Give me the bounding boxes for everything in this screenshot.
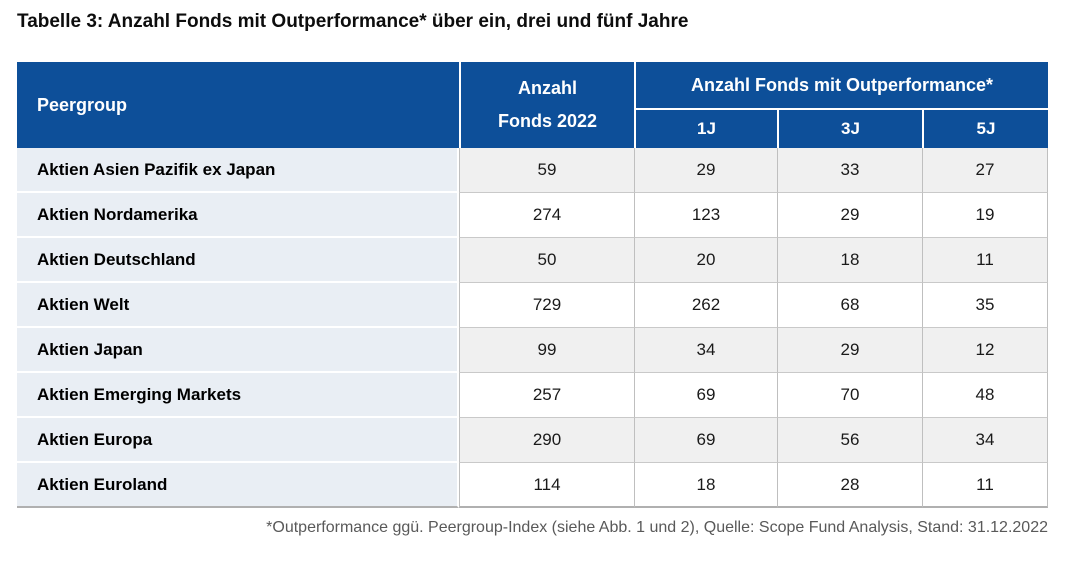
anzahl-fonds-value: 274 (459, 193, 634, 238)
outperformance-5j-value: 11 (922, 463, 1048, 508)
table-row: Aktien Emerging Markets 257 69 70 48 (17, 373, 1048, 418)
peergroup-label: Aktien Emerging Markets (17, 373, 459, 418)
anzahl-fonds-value: 290 (459, 418, 634, 463)
table-body: Aktien Asien Pazifik ex Japan 59 29 33 2… (17, 148, 1048, 508)
col-header-1j: 1J (634, 110, 777, 148)
outperformance-3j-value: 18 (777, 238, 922, 283)
table-row: Aktien Welt 729 262 68 35 (17, 283, 1048, 328)
peergroup-label: Aktien Euroland (17, 463, 459, 508)
peergroup-label: Aktien Nordamerika (17, 193, 459, 238)
table-row: Aktien Nordamerika 274 123 29 19 (17, 193, 1048, 238)
anzahl-fonds-value: 729 (459, 283, 634, 328)
outperformance-3j-value: 33 (777, 148, 922, 193)
peergroup-label: Aktien Japan (17, 328, 459, 373)
outperformance-5j-value: 35 (922, 283, 1048, 328)
peergroup-label: Aktien Welt (17, 283, 459, 328)
col-header-outperformance: Anzahl Fonds mit Outperformance* (634, 62, 1048, 110)
outperformance-5j-value: 27 (922, 148, 1048, 193)
col-header-anzahl-line2: Fonds 2022 (497, 111, 598, 131)
outperformance-5j-value: 48 (922, 373, 1048, 418)
outperformance-5j-value: 19 (922, 193, 1048, 238)
table-row: Aktien Deutschland 50 20 18 11 (17, 238, 1048, 283)
peergroup-label: Aktien Deutschland (17, 238, 459, 283)
footnote: *Outperformance ggü. Peergroup-Index (si… (266, 519, 1048, 536)
outperformance-5j-value: 34 (922, 418, 1048, 463)
outperformance-3j-value: 29 (777, 193, 922, 238)
outperformance-3j-value: 29 (777, 328, 922, 373)
outperformance-1j-value: 34 (634, 328, 777, 373)
outperformance-3j-value: 56 (777, 418, 922, 463)
anzahl-fonds-value: 99 (459, 328, 634, 373)
outperformance-3j-value: 70 (777, 373, 922, 418)
outperformance-1j-value: 69 (634, 418, 777, 463)
outperformance-3j-value: 28 (777, 463, 922, 508)
peergroup-label: Aktien Asien Pazifik ex Japan (17, 148, 459, 193)
outperformance-1j-value: 123 (634, 193, 777, 238)
anzahl-fonds-value: 257 (459, 373, 634, 418)
col-header-peergroup: Peergroup (37, 94, 128, 115)
table-header: Peergroup Anzahl Fonds 2022 Anzahl Fonds… (17, 62, 1048, 148)
outperformance-1j-value: 29 (634, 148, 777, 193)
outperformance-1j-value: 20 (634, 238, 777, 283)
table-row: Aktien Euroland 114 18 28 11 (17, 463, 1048, 508)
anzahl-fonds-value: 50 (459, 238, 634, 283)
peergroup-label: Aktien Europa (17, 418, 459, 463)
col-header-anzahl-line1: Anzahl (517, 77, 577, 98)
fonds-outperformance-table: Peergroup Anzahl Fonds 2022 Anzahl Fonds… (17, 62, 1048, 508)
col-header-3j: 3J (777, 110, 922, 148)
outperformance-3j-value: 68 (777, 283, 922, 328)
outperformance-5j-value: 12 (922, 328, 1048, 373)
table-row: Aktien Japan 99 34 29 12 (17, 328, 1048, 373)
table-row: Aktien Asien Pazifik ex Japan 59 29 33 2… (17, 148, 1048, 193)
table-title: Tabelle 3: Anzahl Fonds mit Outperforman… (17, 11, 689, 32)
anzahl-fonds-value: 114 (459, 463, 634, 508)
col-header-anzahl-fonds-2022: Anzahl Fonds 2022 (459, 62, 634, 148)
anzahl-fonds-value: 59 (459, 148, 634, 193)
outperformance-1j-value: 69 (634, 373, 777, 418)
table-row: Aktien Europa 290 69 56 34 (17, 418, 1048, 463)
outperformance-1j-value: 262 (634, 283, 777, 328)
outperformance-1j-value: 18 (634, 463, 777, 508)
outperformance-5j-value: 11 (922, 238, 1048, 283)
col-header-5j: 5J (922, 110, 1048, 148)
